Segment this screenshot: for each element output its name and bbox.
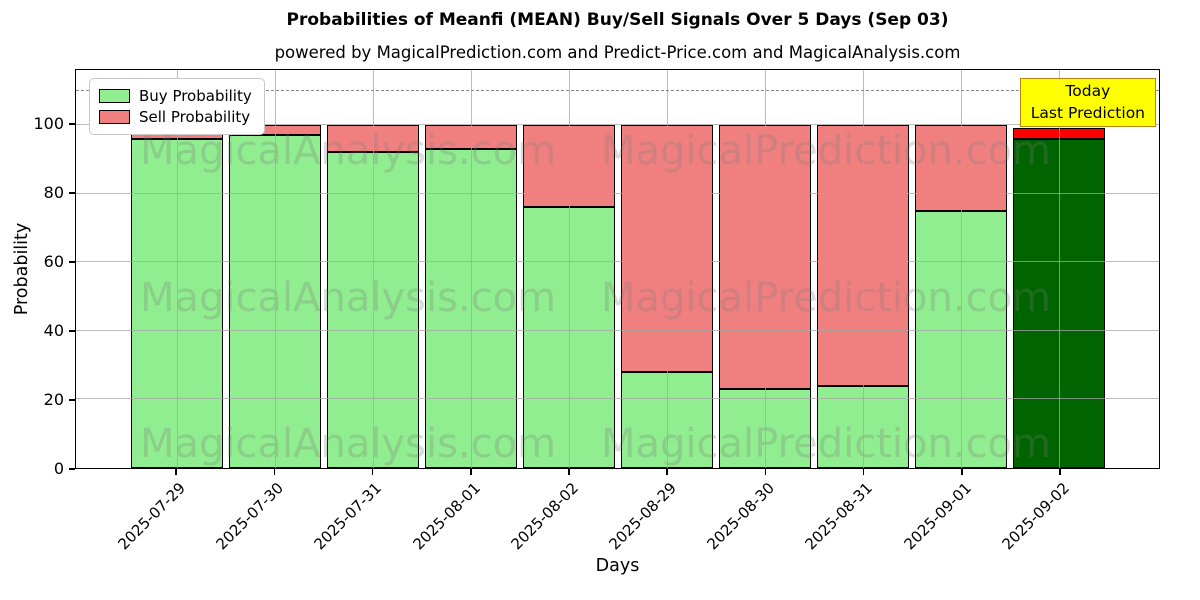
x-tick-mark: [469, 469, 472, 475]
today-annotation: Today Last Prediction: [1019, 78, 1156, 128]
vertical-gridline: [765, 70, 767, 468]
y-tick-mark: [69, 123, 75, 125]
horizontal-gridline: [76, 329, 1159, 331]
x-tick-label: 2025-08-30: [703, 479, 779, 554]
buy-segment: [228, 135, 322, 468]
legend-item-buy: Buy Probability: [99, 87, 252, 105]
horizontal-gridline: [76, 123, 1159, 125]
bar-2025-08-01: [422, 70, 520, 468]
sell-segment: [326, 124, 420, 153]
vertical-gridline: [667, 70, 669, 468]
legend: Buy Probability Sell Probability: [89, 78, 265, 135]
vertical-gridline: [863, 70, 865, 468]
annotation-line-1: Today: [1065, 82, 1111, 100]
legend-label-buy: Buy Probability: [139, 87, 252, 105]
buy-segment: [522, 207, 616, 468]
buy-segment: [424, 148, 518, 468]
sell-segment: [817, 124, 910, 386]
legend-item-sell: Sell Probability: [99, 108, 252, 126]
x-tick-label: 2025-09-02: [998, 479, 1073, 554]
y-tick-label: 100: [33, 114, 64, 134]
y-tick-label: 80: [43, 183, 64, 203]
x-tick-mark: [175, 469, 177, 475]
x-tick-mark: [273, 469, 276, 475]
dashed-guide-line: [76, 89, 1159, 91]
vertical-gridline: [176, 70, 178, 468]
bar-2025-07-31: [324, 70, 422, 468]
sell-segment: [424, 124, 518, 149]
x-tick-mark: [371, 469, 374, 475]
y-tick-mark: [69, 192, 75, 194]
vertical-gridline: [275, 70, 276, 468]
y-tick-mark: [69, 468, 75, 470]
x-tick-mark: [568, 469, 570, 475]
bar-2025-08-30: [716, 70, 814, 468]
buy-swatch-icon: [99, 89, 130, 103]
x-tick-label: 2025-08-29: [605, 479, 680, 554]
sell-swatch-icon: [99, 110, 130, 124]
legend-label-sell: Sell Probability: [139, 108, 251, 126]
x-tick-mark: [1059, 469, 1061, 475]
buy-segment: [915, 210, 1008, 468]
y-tick-mark: [69, 330, 75, 332]
vertical-gridline: [471, 70, 473, 468]
x-tick-label: 2025-07-31: [310, 479, 386, 554]
buy-segment: [326, 152, 420, 468]
x-tick-label: 2025-08-01: [409, 479, 484, 554]
x-tick-mark: [862, 469, 865, 475]
vertical-gridline: [569, 70, 571, 468]
y-tick-mark: [69, 399, 75, 401]
sell-segment: [1013, 128, 1106, 139]
sell-segment: [620, 124, 714, 372]
annotation-line-2: Last Prediction: [1030, 103, 1145, 122]
vertical-gridline: [373, 70, 374, 468]
x-tick-mark: [666, 469, 668, 475]
y-tick-label: 20: [43, 390, 64, 410]
horizontal-gridline: [76, 398, 1159, 400]
bar-2025-09-01: [912, 70, 1010, 468]
buy-segment: [718, 389, 812, 468]
x-tick-label: 2025-07-29: [114, 479, 189, 554]
chart-title: Probabilities of Meanfi (MEAN) Buy/Sell …: [286, 10, 949, 30]
x-tick-mark: [764, 469, 767, 475]
x-tick-mark: [960, 469, 963, 475]
bar-2025-08-29: [618, 70, 716, 468]
y-tick-mark: [69, 261, 75, 263]
sell-segment: [718, 124, 812, 390]
x-tick-label: 2025-09-01: [900, 479, 975, 554]
bar-2025-07-30: [226, 70, 324, 468]
x-tick-label: 2025-08-02: [507, 479, 582, 554]
chart-subtitle: powered by MagicalPrediction.com and Pre…: [274, 43, 961, 62]
y-tick-label: 0: [53, 459, 64, 478]
plot-area: Buy Probability Sell Probability Today L…: [75, 69, 1160, 469]
buy-segment: [620, 371, 714, 468]
vertical-gridline: [961, 70, 963, 468]
vertical-gridline: [1059, 70, 1061, 468]
y-tick-label: 60: [43, 252, 64, 272]
x-tick-label: 2025-07-30: [212, 479, 288, 554]
y-tick-label: 40: [43, 321, 64, 341]
x-tick-label: 2025-08-31: [801, 479, 877, 554]
sell-segment: [915, 124, 1008, 211]
x-axis-label: Days: [595, 556, 640, 576]
horizontal-gridline: [76, 192, 1159, 194]
horizontal-gridline: [76, 261, 1159, 263]
